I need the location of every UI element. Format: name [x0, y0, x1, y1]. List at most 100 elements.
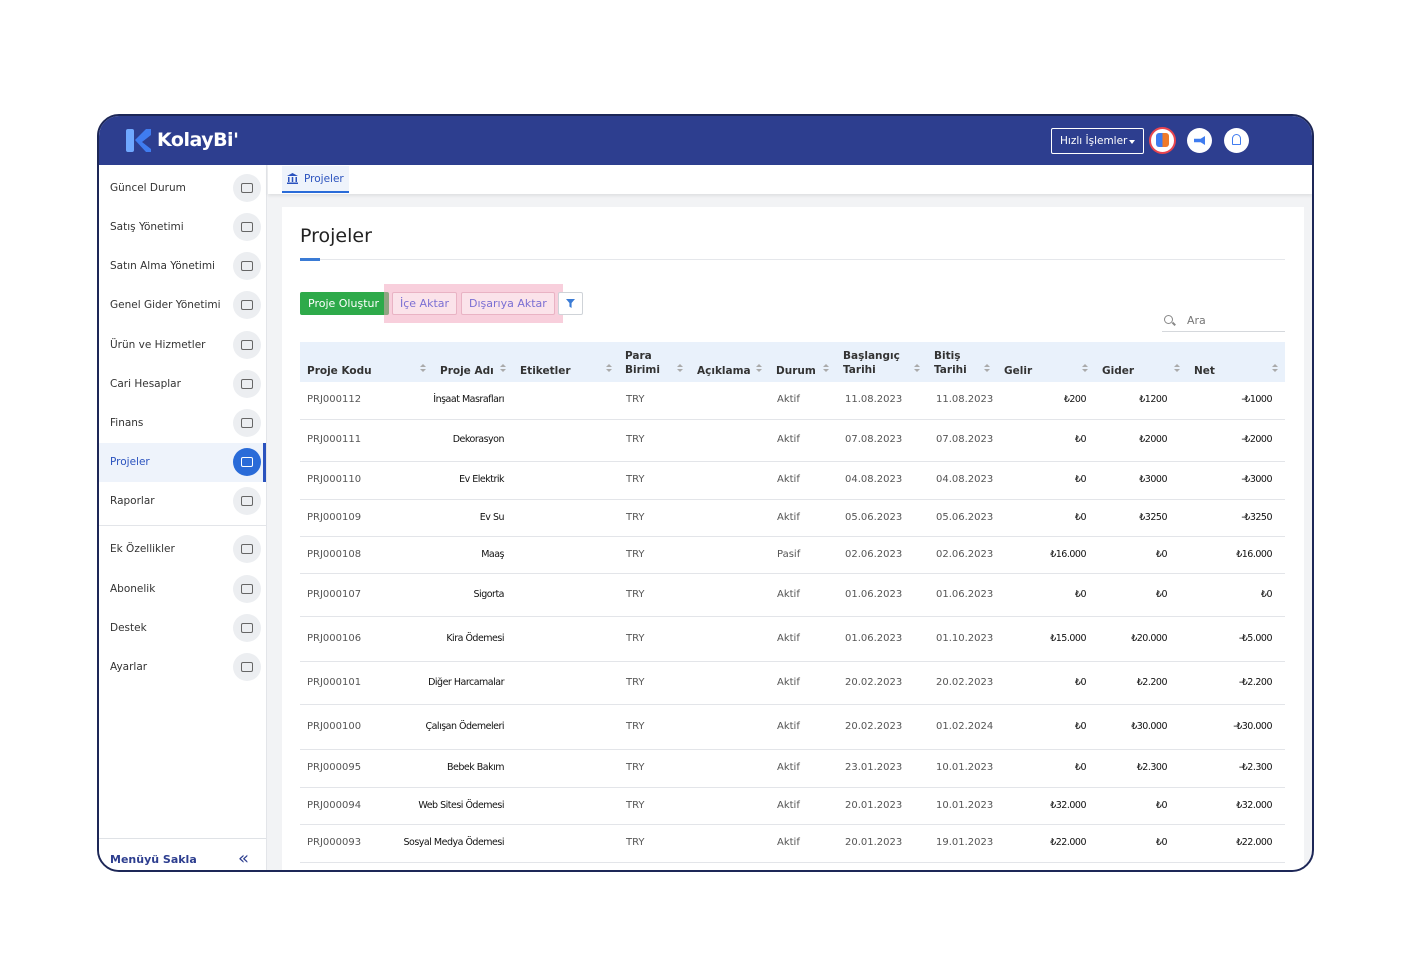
- column-header[interactable]: Para Birimi: [625, 350, 660, 376]
- sidebar-item[interactable]: Ayarlar: [110, 661, 148, 673]
- table-cell: PRJ000109: [307, 511, 362, 523]
- sort-icon[interactable]: [756, 364, 762, 367]
- sort-icon[interactable]: [500, 369, 506, 372]
- table-cell: -₺30.000: [1233, 720, 1272, 732]
- column-header[interactable]: Açıklama: [697, 365, 751, 377]
- sort-icon[interactable]: [823, 369, 829, 372]
- column-header[interactable]: Gelir: [1004, 365, 1033, 377]
- table-cell: Diğer Harcamalar: [428, 676, 504, 688]
- sort-icon[interactable]: [823, 364, 829, 367]
- sidebar-item[interactable]: Destek: [110, 622, 147, 634]
- create-button[interactable]: [300, 292, 389, 315]
- hide-menu-chevrons[interactable]: «: [238, 848, 250, 869]
- sidebar-icon[interactable]: [233, 653, 261, 681]
- column-header[interactable]: Durum: [776, 365, 816, 377]
- column-header[interactable]: Gider: [1102, 365, 1135, 377]
- table-cell: PRJ000107: [307, 588, 362, 600]
- sidebar-icon[interactable]: [233, 535, 261, 563]
- sidebar-item[interactable]: Cari Hesaplar: [110, 378, 181, 390]
- table-cell: ₺22.000: [1050, 837, 1086, 848]
- sidebar-icon[interactable]: [233, 291, 261, 319]
- sidebar-icon[interactable]: [233, 213, 261, 241]
- table-cell: TRY: [626, 394, 645, 405]
- table-cell: ₺200: [1063, 394, 1087, 405]
- sort-icon[interactable]: [984, 364, 990, 367]
- sidebar-icon[interactable]: [233, 174, 261, 202]
- table-cell: ₺2.200: [1136, 676, 1168, 688]
- sort-icon[interactable]: [914, 369, 920, 372]
- create-label[interactable]: Proje Oluştur: [308, 297, 379, 310]
- sidebar-item[interactable]: Satın Alma Yönetimi: [110, 260, 215, 272]
- sidebar-icon[interactable]: [233, 575, 261, 603]
- column-header[interactable]: Başlangıç Tarihi: [843, 350, 900, 376]
- column-header[interactable]: Proje Kodu: [307, 365, 372, 377]
- import-button[interactable]: [392, 292, 457, 315]
- sort-icon[interactable]: [1272, 369, 1278, 372]
- sidebar-icon[interactable]: [233, 448, 261, 476]
- sort-icon[interactable]: [1174, 364, 1180, 367]
- table-cell: Dekorasyon: [452, 434, 505, 445]
- column-header[interactable]: Etiketler: [520, 365, 571, 377]
- sidebar-icon[interactable]: [233, 614, 261, 642]
- table-cell: ₺32.000: [1236, 799, 1272, 811]
- sidebar-item[interactable]: Satış Yönetimi: [110, 221, 184, 233]
- sidebar-item[interactable]: Genel Gider Yönetimi: [110, 299, 221, 311]
- sort-icon[interactable]: [420, 369, 426, 372]
- table-cell: 11.08.2023: [936, 394, 994, 405]
- sort-icon[interactable]: [606, 369, 612, 372]
- sidebar-icon[interactable]: [233, 252, 261, 280]
- table-cell: Aktif: [777, 676, 800, 688]
- table-cell: Aktif: [777, 632, 800, 644]
- sidebar-item[interactable]: Ürün ve Hizmetler: [110, 339, 206, 351]
- sort-icon[interactable]: [420, 364, 426, 367]
- sidebar-item[interactable]: Abonelik: [110, 583, 156, 595]
- table-cell: TRY: [626, 762, 645, 773]
- table-cell: Aktif: [777, 511, 800, 523]
- column-header[interactable]: Bitiş Tarihi: [934, 350, 967, 376]
- import-label[interactable]: İçe Aktar: [400, 297, 450, 310]
- export-label[interactable]: Dışarıya Aktar: [469, 297, 547, 310]
- sidebar-icon-glyph: [241, 496, 253, 506]
- table-cell: 20.01.2023: [845, 799, 903, 811]
- sort-icon[interactable]: [1082, 364, 1088, 367]
- sort-icon[interactable]: [1272, 364, 1278, 367]
- table-cell: -₺2.300: [1238, 762, 1273, 773]
- sidebar-item[interactable]: Güncel Durum: [110, 182, 186, 194]
- table-cell: Aktif: [777, 588, 800, 600]
- sort-icon[interactable]: [984, 369, 990, 372]
- row-separator: [300, 704, 1285, 705]
- column-header[interactable]: Proje Adı: [440, 365, 494, 377]
- sidebar-item[interactable]: Projeler: [110, 456, 150, 468]
- sidebar-icon[interactable]: [233, 331, 261, 359]
- sort-icon[interactable]: [500, 364, 506, 367]
- sort-icon[interactable]: [914, 364, 920, 367]
- sort-icon[interactable]: [677, 364, 683, 367]
- sort-icon[interactable]: [1082, 369, 1088, 372]
- sidebar-item[interactable]: Raporlar: [110, 495, 155, 507]
- sort-icon[interactable]: [677, 369, 683, 372]
- table-cell: Maaş: [481, 548, 504, 560]
- quick-actions-button[interactable]: [1051, 128, 1144, 154]
- search-input[interactable]: Ara: [1187, 314, 1206, 327]
- hide-menu[interactable]: Menüyü Sakla: [110, 853, 197, 866]
- export-button[interactable]: [461, 292, 555, 315]
- row-separator: [300, 499, 1285, 500]
- logo-icon: [126, 129, 151, 152]
- sidebar-icon[interactable]: [233, 370, 261, 398]
- table-cell: PRJ000094: [307, 799, 362, 811]
- table-cell: ₺0: [1074, 676, 1087, 688]
- table-cell: 07.08.2023: [936, 434, 994, 445]
- sort-icon[interactable]: [756, 369, 762, 372]
- column-header[interactable]: Net: [1194, 365, 1215, 377]
- app-window: KolayBi' Hızlı İşlemler Menüyü Sakla « P…: [97, 114, 1314, 872]
- sidebar-icon[interactable]: [233, 487, 261, 515]
- table-header: [300, 342, 1285, 382]
- table-cell: PRJ000111: [307, 434, 362, 445]
- sort-icon[interactable]: [606, 364, 612, 367]
- tab-label[interactable]: Projeler: [304, 173, 344, 185]
- sort-icon[interactable]: [1174, 369, 1180, 372]
- sidebar-icon[interactable]: [233, 409, 261, 437]
- sidebar-item[interactable]: Ek Özellikler: [110, 543, 175, 555]
- quick-actions-label[interactable]: Hızlı İşlemler: [1060, 135, 1128, 147]
- sidebar-item[interactable]: Finans: [110, 417, 144, 429]
